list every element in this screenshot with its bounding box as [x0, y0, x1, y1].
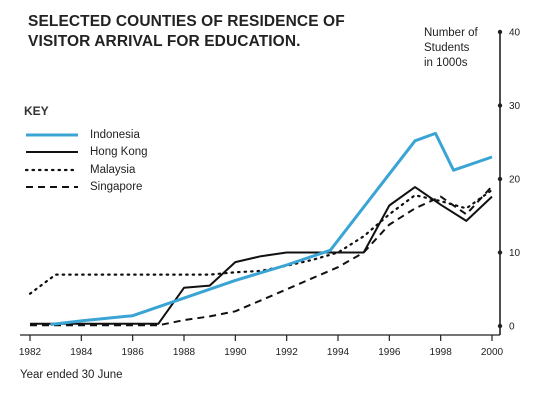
- legend-label: Hong Kong: [90, 146, 148, 159]
- legend-swatch: [26, 186, 78, 189]
- y-tick-label: 20: [509, 175, 521, 186]
- legend-item-malaysia: Malaysia: [24, 161, 148, 179]
- y-axis-label-line-1: Number of: [424, 27, 478, 39]
- legend-item-indonesia: Indonesia: [24, 126, 148, 144]
- x-tick-label: 1986: [122, 347, 145, 358]
- series-line-indonesia: [50, 131, 493, 326]
- y-tick-label: 10: [509, 248, 521, 259]
- series-line-hong-kong: [30, 186, 493, 325]
- legend-item-singapore: Singapore: [24, 179, 148, 197]
- legend-label: Singapore: [90, 181, 143, 194]
- y-tick-mark: [497, 250, 503, 255]
- chart-axes: 1982 1984 1986 1988 1990 1992 1994 1996 1998 2000…: [19, 28, 521, 359]
- x-tick-label: 1984: [70, 347, 93, 358]
- x-axis-note: Year ended 30 June: [20, 369, 123, 381]
- series-line-singapore: [30, 185, 493, 327]
- legend-items: Indonesia Hong Kong Malaysia Singapore: [24, 126, 148, 196]
- x-tick-label: 1988: [173, 347, 196, 358]
- legend-title: KEY: [24, 104, 49, 118]
- x-tick-label: 1992: [276, 347, 299, 358]
- x-tick-label: 1994: [327, 347, 350, 358]
- y-tick-label: 0: [509, 322, 515, 333]
- y-tick-mark: [497, 29, 503, 35]
- y-axis-label-line-2: Students: [424, 42, 470, 54]
- legend-label: Indonesia: [90, 128, 140, 141]
- x-tick-label: 1998: [430, 347, 453, 358]
- x-tick-label: 1990: [224, 347, 247, 358]
- y-axis-label: Number of Students in 1000s: [424, 26, 478, 71]
- y-tick-mark: [497, 103, 503, 108]
- y-tick-mark: [497, 323, 503, 329]
- x-tick-label: 2000: [481, 347, 504, 358]
- y-tick-label: 40: [509, 28, 521, 39]
- chart-series: [28, 131, 494, 327]
- chart-title-line-2: VISITOR ARRIVAL FOR EDUCATION.: [28, 33, 301, 50]
- chart-title-line-1: SELECTED COUNTIES OF RESIDENCE OF: [28, 13, 345, 30]
- chart-title: SELECTED COUNTIES OF RESIDENCE OF VISITO…: [28, 12, 345, 52]
- y-tick-mark: [497, 176, 503, 182]
- y-tick-label: 30: [509, 101, 521, 112]
- x-tick-label: 1982: [19, 347, 42, 358]
- legend-item-hong-kong: Hong Kong: [24, 144, 148, 162]
- x-tick-label: 1996: [378, 347, 401, 358]
- y-axis-label-line-3: in 1000s: [424, 57, 468, 69]
- legend-label: Malaysia: [90, 163, 136, 176]
- legend-swatch: [24, 168, 80, 171]
- legend-swatch: [26, 133, 78, 137]
- legend-swatch: [26, 151, 78, 154]
- legend: KEY Indonesia Hong Kong Malaysia Singapore: [24, 104, 148, 196]
